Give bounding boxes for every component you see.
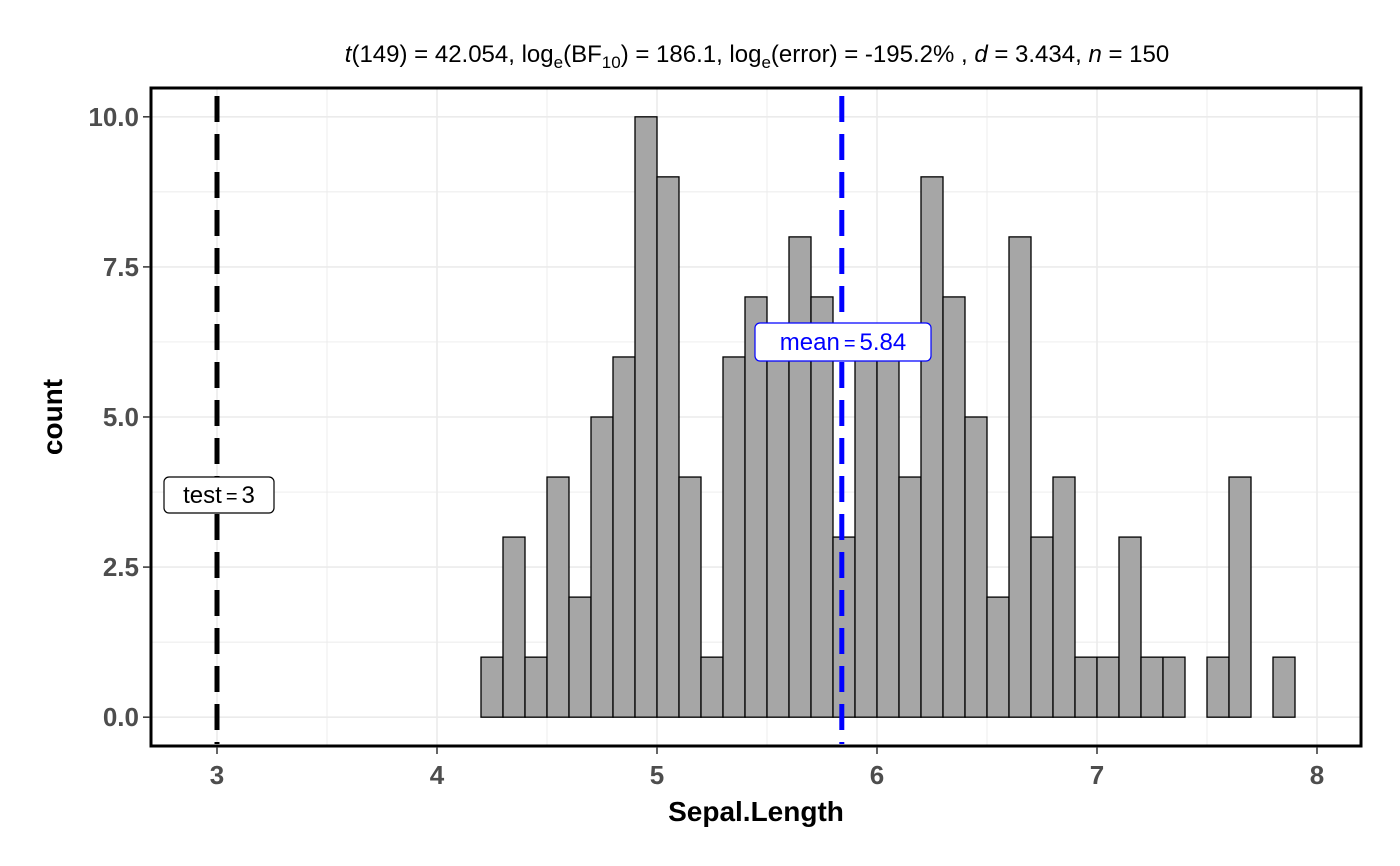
histogram-bar — [722, 356, 746, 718]
histogram-bar — [1228, 476, 1252, 718]
test-label-box — [163, 476, 275, 514]
y-tick-label: 5.0 — [103, 402, 139, 432]
histogram-bar — [700, 656, 724, 718]
histogram-bar — [1074, 656, 1098, 718]
panel-border — [149, 86, 1363, 748]
x-tick-label: 3 — [210, 760, 224, 790]
histogram-bar — [810, 296, 834, 718]
histogram-bar — [1096, 656, 1120, 718]
histogram-bar — [480, 656, 504, 718]
reference-lines-layer — [214, 96, 845, 744]
histogram-bar — [964, 416, 988, 718]
test-label-text: test = 3 — [183, 482, 255, 509]
x-tick-label: 6 — [870, 760, 884, 790]
subtitle-log-base-2: e — [761, 53, 770, 72]
histogram-bar — [634, 116, 658, 718]
histogram-bar — [1118, 536, 1142, 718]
histogram-bar — [590, 416, 614, 718]
x-tick-label: 8 — [1310, 760, 1324, 790]
histogram-bar — [876, 356, 900, 718]
histogram-bar — [1030, 536, 1054, 718]
x-tick-label: 5 — [650, 760, 664, 790]
histogram-bar — [1206, 656, 1230, 718]
subtitle-error: (error) = -195.2% , — [771, 41, 974, 68]
bars-layer — [480, 116, 1296, 718]
x-tick-label: 4 — [430, 760, 445, 790]
test-label-word: test — [183, 482, 222, 509]
subtitle-bf-open: (BF — [563, 41, 602, 68]
subtitle-d-symbol: d — [974, 41, 988, 68]
histogram-bar — [1052, 476, 1076, 718]
subtitle-log-base-1: e — [554, 53, 563, 72]
histogram-bar — [854, 356, 878, 718]
histogram-bar — [942, 296, 966, 718]
histogram-bar — [502, 536, 526, 718]
x-tick-label: 7 — [1090, 760, 1104, 790]
subtitle-n-symbol: n — [1088, 41, 1101, 68]
mean-label-box — [754, 322, 932, 362]
histogram-bar — [898, 476, 922, 718]
y-tick-label: 7.5 — [103, 252, 139, 282]
subtitle-t-stat: (149) = 42.054, log — [351, 41, 553, 68]
mean-value-label: mean = 5.84 — [754, 322, 932, 362]
chart-subtitle: t(149) = 42.054, loge(BF10) = 186.1, log… — [345, 41, 1169, 72]
histogram-bar — [1140, 656, 1164, 718]
histogram-bar — [986, 596, 1010, 718]
histogram-bar — [1272, 656, 1296, 718]
ticks-layer: 3 4 5 6 7 8 0.0 2.5 5.0 7.5 10.0 — [88, 102, 1324, 790]
histogram-bar — [568, 596, 592, 718]
subtitle-d-value: = 3.434, — [988, 41, 1089, 68]
y-tick-label: 0.0 — [103, 702, 139, 732]
test-label-value: 3 — [242, 482, 255, 509]
histogram-bar — [524, 656, 548, 718]
subtitle-bf-value: ) = 186.1, log — [621, 41, 762, 68]
mean-label-equals: = — [844, 333, 856, 355]
histogram-bar — [788, 236, 812, 718]
y-tick-label: 10.0 — [88, 102, 139, 132]
mean-label-word: mean — [780, 329, 840, 356]
subtitle-bf-subscript: 10 — [602, 53, 621, 72]
histogram-bar — [1162, 656, 1186, 718]
histogram-bar — [546, 476, 570, 718]
histogram-bar — [766, 356, 790, 718]
subtitle-n-value: = 150 — [1102, 41, 1169, 68]
histogram-bar — [656, 176, 680, 718]
histogram-bar — [678, 476, 702, 718]
histogram-bar — [920, 176, 944, 718]
test-label-equals: = — [226, 486, 238, 508]
histogram-bar — [612, 356, 636, 718]
y-tick-label: 2.5 — [103, 552, 139, 582]
subtitle-t-symbol: t — [345, 41, 353, 68]
x-axis-title: Sepal.Length — [668, 796, 844, 827]
y-axis-title: count — [37, 379, 68, 455]
mean-label-text: mean = 5.84 — [780, 329, 906, 356]
histogram-bar — [1008, 236, 1032, 718]
mean-label-value: 5.84 — [860, 329, 907, 356]
test-value-label: test = 3 — [163, 476, 275, 514]
